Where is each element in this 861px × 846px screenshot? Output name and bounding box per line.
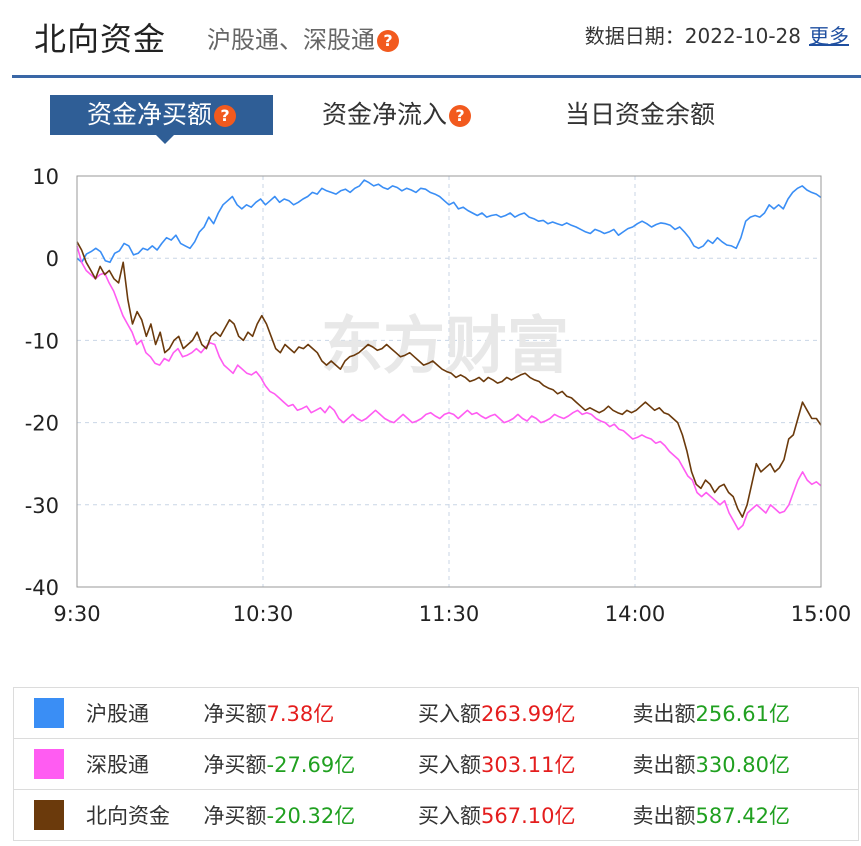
net-buy-label: 净买额 xyxy=(203,804,267,828)
buy-amount-value: 263.99亿 xyxy=(481,702,576,726)
sell-amount-cell: 卖出额587.42亿 xyxy=(632,789,859,841)
x-tick-label: 10:30 xyxy=(233,602,294,626)
page-title: 北向资金 xyxy=(34,20,167,58)
net-buy-cell: 净买额7.38亿 xyxy=(203,687,419,739)
subtitle-text: 沪股通、深股通 xyxy=(207,26,375,54)
x-axis-ticks: 9:30 10:30 11:30 14:00 15:00 xyxy=(53,602,851,626)
buy-amount-cell: 买入额567.10亿 xyxy=(418,789,633,841)
legend-series-name: 北向资金 xyxy=(86,804,170,828)
buy-amount-cell: 买入额263.99亿 xyxy=(418,687,633,739)
header-divider xyxy=(12,75,861,78)
chart-series xyxy=(76,179,822,531)
net-buy-cell: 净买额-20.32亿 xyxy=(203,789,419,841)
net-buy-label: 净买额 xyxy=(203,753,267,777)
x-tick-label: 15:00 xyxy=(791,602,852,626)
buy-amount-label: 买入额 xyxy=(418,702,482,726)
sell-amount-label: 卖出额 xyxy=(632,753,696,777)
sell-amount-value: 256.61亿 xyxy=(695,702,791,726)
sell-amount-label: 卖出额 xyxy=(632,702,696,726)
legend-series-name: 沪股通 xyxy=(86,702,149,726)
x-tick-label: 11:30 xyxy=(419,602,480,626)
line-chart: 东方财富 100-10-20-30-40 9:30 10:30 11:30 14:00… xyxy=(25,165,852,626)
buy-amount-label: 买入额 xyxy=(418,753,482,777)
tab-net-buy[interactable]: 资金净买额? xyxy=(50,95,273,144)
legend-swatch xyxy=(34,749,64,779)
tab-net-inflow-label: 资金净流入 xyxy=(322,100,448,129)
y-tick-label: -30 xyxy=(25,494,59,518)
header-bar: 北向资金 沪股通、深股通? 数据日期：2022-10-28 更多 xyxy=(12,0,861,77)
tab-net-inflow[interactable]: 资金净流入? xyxy=(322,95,472,135)
series-line-north xyxy=(76,241,822,518)
net-buy-value: -20.32亿 xyxy=(266,804,356,828)
legend-series-cell: 深股通 xyxy=(13,738,204,790)
net-buy-value: -27.69亿 xyxy=(266,753,356,777)
buy-amount-value: 303.11亿 xyxy=(481,753,576,777)
question-icon[interactable]: ? xyxy=(377,30,399,52)
net-buy-value: 7.38亿 xyxy=(266,702,335,726)
series-line-sz xyxy=(76,245,822,531)
legend-series-cell: 北向资金 xyxy=(13,789,204,841)
date-value: 2022-10-28 xyxy=(684,24,801,48)
y-tick-label: 10 xyxy=(32,165,59,189)
legend-series-name: 深股通 xyxy=(86,753,149,777)
sell-amount-cell: 卖出额256.61亿 xyxy=(632,687,859,739)
legend-swatch xyxy=(34,800,64,830)
y-tick-label: -10 xyxy=(25,329,59,353)
active-tab-caret xyxy=(156,135,174,144)
question-icon[interactable]: ? xyxy=(449,105,472,127)
y-tick-label: -20 xyxy=(25,412,59,436)
buy-amount-cell: 买入额303.11亿 xyxy=(418,738,633,790)
net-buy-cell: 净买额-27.69亿 xyxy=(203,738,419,790)
legend-series-cell: 沪股通 xyxy=(13,687,204,739)
legend-row: 沪股通 净买额7.38亿 买入额263.99亿 卖出额256.61亿 xyxy=(13,687,859,739)
x-tick-label: 14:00 xyxy=(605,602,666,626)
date-label: 数据日期： xyxy=(584,24,685,48)
sell-amount-label: 卖出额 xyxy=(632,804,696,828)
plot-frame xyxy=(76,175,822,588)
tab-daily-balance-label: 当日资金余额 xyxy=(565,100,716,129)
data-date: 数据日期：2022-10-28 更多 xyxy=(585,20,849,49)
page-subtitle: 沪股通、深股通? xyxy=(207,20,399,55)
legend-table: 沪股通 净买额7.38亿 买入额263.99亿 卖出额256.61亿 深股通 净买额-27… xyxy=(13,687,859,841)
series-line-sh xyxy=(76,179,822,264)
legend-row: 北向资金 净买额-20.32亿 买入额567.10亿 卖出额587.42亿 xyxy=(13,789,859,841)
sell-amount-value: 330.80亿 xyxy=(695,753,791,777)
sell-amount-cell: 卖出额330.80亿 xyxy=(632,738,859,790)
tab-daily-balance[interactable]: 当日资金余额 xyxy=(565,95,715,135)
question-icon[interactable]: ? xyxy=(214,105,236,127)
y-tick-label: -40 xyxy=(25,576,59,600)
net-buy-label: 净买额 xyxy=(203,702,267,726)
x-tick-label: 9:30 xyxy=(53,602,100,626)
y-axis-ticks: 10 0 -10 -20 -30 -40 xyxy=(25,165,59,600)
more-link[interactable]: 更多 xyxy=(809,24,849,48)
buy-amount-label: 买入额 xyxy=(418,804,482,828)
sell-amount-value: 587.42亿 xyxy=(695,804,791,828)
buy-amount-value: 567.10亿 xyxy=(481,804,576,828)
y-tick-label: 0 xyxy=(46,247,59,271)
tab-net-buy-label: 资金净买额 xyxy=(86,100,212,129)
legend-swatch xyxy=(34,698,64,728)
legend-row: 深股通 净买额-27.69亿 买入额303.11亿 卖出额330.80亿 xyxy=(13,738,859,790)
